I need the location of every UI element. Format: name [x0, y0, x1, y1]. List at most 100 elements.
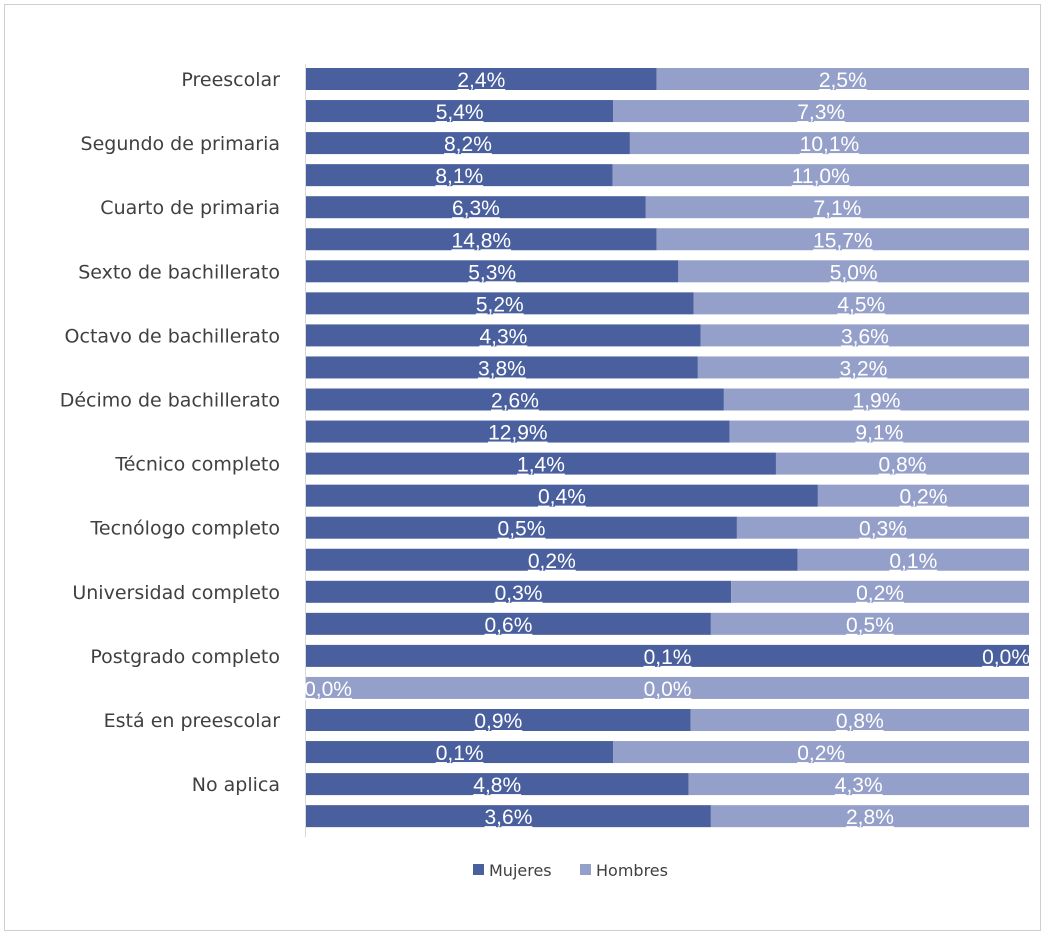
bar-mujeres-1	[306, 100, 614, 123]
category-label-18: Postgrado completo	[90, 646, 280, 668]
legend: Mujeres Hombres	[473, 861, 668, 880]
bar-mujeres-15	[306, 548, 798, 571]
bar-hombres-5	[656, 228, 1029, 251]
data-label-mujeres-7: 5,2%	[476, 293, 524, 316]
bar-mujeres-8	[306, 324, 701, 347]
bar-mujeres-18	[306, 644, 1029, 667]
bar-hombres-11	[729, 420, 1029, 443]
data-label-mujeres-10: 2,6%	[491, 390, 539, 413]
data-label-hombres-2: 10,1%	[800, 133, 860, 156]
data-label-mujeres-8: 4,3%	[479, 325, 527, 348]
category-label-14: Tecnólogo completo	[90, 518, 281, 540]
category-label-6: Sexto de bachillerato	[78, 261, 280, 283]
data-label-hombres-17: 0,5%	[846, 614, 894, 637]
data-label-mujeres-5: 14,8%	[452, 229, 512, 252]
bar-mujeres-23	[306, 805, 711, 828]
bar-mujeres-22	[306, 773, 689, 796]
legend-swatch-hombres	[580, 864, 591, 875]
data-label-mujeres-21: 0,1%	[436, 742, 484, 765]
bar-mujeres-14	[306, 516, 737, 539]
data-label-mujeres-13: 0,4%	[538, 486, 586, 509]
data-label-hombres-3: 11,0%	[792, 165, 850, 188]
bar-hombres-2	[629, 132, 1029, 155]
category-labels: Preescolar Segundo de primaria Cuarto de p…	[60, 69, 280, 796]
data-label-mujeres-0: 2,4%	[457, 69, 505, 92]
category-label-2: Segundo de primaria	[81, 133, 280, 155]
bar-hombres-14	[736, 516, 1029, 539]
category-label-8: Octavo de bachillerato	[65, 325, 280, 347]
data-label-mujeres-20: 0,9%	[474, 710, 522, 733]
data-label-mujeres-11: 12,9%	[488, 422, 548, 445]
bar-hombres-16	[731, 580, 1029, 603]
data-label-hombres-22: 4,3%	[835, 774, 883, 797]
data-label-mujeres-23: 3,6%	[485, 806, 533, 829]
data-label-hombres-12: 0,8%	[879, 454, 927, 477]
category-label-22: No aplica	[192, 774, 280, 796]
data-label-mujeres-22: 4,8%	[473, 774, 521, 797]
bar-hombres-22	[688, 773, 1029, 796]
data-label-hombres-10: 1,9%	[853, 390, 901, 413]
bar-mujeres-4	[306, 196, 646, 219]
bar-hombres-8	[700, 324, 1029, 347]
bar-mujeres-7	[306, 292, 694, 315]
bar-hombres-6	[678, 260, 1029, 283]
data-label-mujeres-6: 5,3%	[468, 261, 516, 284]
data-label-mujeres-19: 0,0%	[304, 678, 352, 701]
bar-hombres-20	[690, 709, 1029, 731]
bar-hombres-3	[612, 164, 1029, 187]
bar-hombres-17	[710, 612, 1029, 635]
data-label-hombres-8: 3,6%	[841, 325, 889, 348]
bar-mujeres-5	[306, 228, 657, 251]
bar-hombres-19	[306, 676, 1029, 699]
data-label-hombres-4: 7,1%	[813, 197, 861, 220]
legend-label-hombres: Hombres	[596, 861, 668, 880]
category-label-10: Décimo de bachillerato	[60, 390, 280, 412]
bar-hombres-12	[775, 452, 1029, 475]
bar-mujeres-17	[306, 612, 711, 635]
data-label-mujeres-4: 6,3%	[452, 197, 500, 220]
data-label-hombres-16: 0,2%	[856, 582, 904, 605]
data-label-hombres-11: 9,1%	[855, 422, 903, 445]
data-label-hombres-23: 2,8%	[846, 806, 894, 829]
data-label-hombres-21: 0,2%	[797, 742, 845, 765]
category-label-0: Preescolar	[181, 69, 280, 91]
legend-swatch-mujeres	[473, 864, 484, 875]
category-label-12: Técnico completo	[114, 454, 280, 476]
data-label-hombres-19: 0,0%	[644, 678, 692, 701]
bar-mujeres-12	[306, 452, 776, 475]
data-label-mujeres-1: 5,4%	[436, 101, 484, 124]
bar-mujeres-13	[306, 484, 818, 507]
bar-mujeres-10	[306, 388, 724, 411]
data-label-mujeres-17: 0,6%	[485, 614, 533, 637]
data-label-mujeres-9: 3,8%	[478, 357, 526, 380]
data-label-hombres-20: 0,8%	[836, 710, 884, 733]
data-label-hombres-9: 3,2%	[839, 357, 887, 380]
bar-hombres-23	[710, 805, 1029, 828]
bar-hombres-1	[613, 100, 1029, 123]
bar-mujeres-20	[306, 709, 691, 731]
bar-mujeres-2	[306, 132, 630, 155]
bars-group: 2,4% 2,5% 5,4% 7,3% 8,2% 10,1% 8,1% 11,0% 6,3% 7,…	[304, 68, 1030, 829]
bar-hombres-7	[693, 292, 1029, 315]
bar-hombres-21	[613, 741, 1029, 764]
bar-hombres-15	[797, 548, 1029, 571]
data-label-hombres-1: 7,3%	[797, 101, 845, 124]
data-label-mujeres-12: 1,4%	[517, 454, 565, 477]
bar-hombres-4	[645, 196, 1029, 219]
data-label-mujeres-2: 8,2%	[444, 133, 492, 156]
data-label-hombres-0: 2,5%	[819, 69, 867, 92]
bar-hombres-10	[723, 388, 1029, 411]
bar-hombres-13	[817, 484, 1029, 507]
data-label-mujeres-18: 0,1%	[644, 646, 692, 669]
data-label-hombres-15: 0,1%	[889, 550, 937, 573]
bar-hombres-9	[697, 356, 1029, 379]
bar-mujeres-0	[306, 68, 657, 90]
bar-mujeres-21	[306, 741, 614, 764]
data-label-mujeres-15: 0,2%	[528, 550, 576, 573]
data-label-hombres-6: 5,0%	[830, 261, 878, 284]
legend-label-mujeres: Mujeres	[489, 861, 552, 880]
data-label-mujeres-16: 0,3%	[495, 582, 543, 605]
category-label-4: Cuarto de primaria	[100, 197, 280, 219]
data-label-hombres-13: 0,2%	[900, 486, 948, 509]
